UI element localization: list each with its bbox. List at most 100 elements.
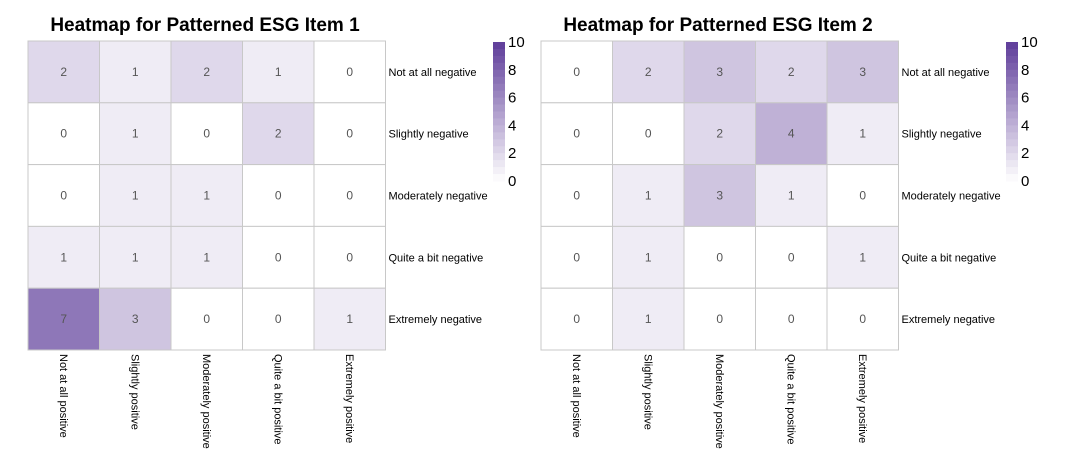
cell-value-label: 0 — [716, 312, 723, 326]
heatmap-cell-rect — [27, 40, 100, 104]
heatmap-cell-rect — [313, 164, 386, 227]
legend-swatch — [1006, 55, 1018, 64]
legend-swatch — [493, 132, 505, 140]
legend-swatch — [1006, 118, 1018, 126]
cell-value-label: 0 — [203, 312, 210, 326]
column-label: Not at all positive — [57, 354, 69, 438]
heatmap-cell-rect — [313, 102, 386, 166]
legend-tick-label: 4 — [1021, 117, 1029, 134]
legend-swatch — [493, 111, 505, 119]
column-label: Moderately positive — [713, 354, 725, 449]
heatmap-cell: 0 — [540, 225, 613, 289]
heatmap-cell: 0 — [755, 225, 828, 289]
legend-swatch — [493, 174, 505, 182]
heatmap-cell: 0 — [313, 225, 386, 289]
cell-value-label: 1 — [859, 250, 866, 264]
cell-value-label: 0 — [788, 312, 795, 326]
heatmap-cell: 2 — [170, 40, 243, 104]
heatmap-cell-rect — [755, 164, 828, 227]
heatmap-cell-rect — [826, 225, 899, 289]
cell-value-label: 1 — [132, 250, 139, 264]
legend-swatch — [493, 76, 505, 85]
legend-tick-label: 6 — [1021, 90, 1029, 107]
heatmap-cell: 1 — [612, 287, 685, 351]
heatmap-panel-1: Heatmap for Patterned ESG Item 12 1 2 1 00 1 0… — [27, 15, 525, 449]
heatmap-cell: 1 — [99, 40, 172, 104]
heatmap-cell: 0 — [170, 102, 243, 166]
legend-tick-label: 10 — [508, 34, 525, 51]
heatmap-cell-rect — [27, 102, 100, 166]
heatmap-cell: 0 — [612, 102, 685, 166]
cell-value-label: 0 — [346, 189, 353, 203]
legend-swatch — [1006, 69, 1018, 78]
heatmap-cell-rect — [313, 225, 386, 289]
heatmap-cell-rect — [170, 102, 243, 166]
legend-tick-label: 4 — [508, 117, 516, 134]
row-label: Moderately negative — [902, 191, 1001, 203]
cell-value-label: 0 — [859, 312, 866, 326]
heatmap-cell-rect — [170, 40, 243, 104]
cell-value-label: 3 — [716, 65, 723, 79]
heatmap-cell: 0 — [27, 164, 100, 227]
chart-title: Heatmap for Patterned ESG Item 2 — [563, 15, 872, 36]
heatmap-cell-rect — [612, 287, 685, 351]
cell-value-label: 0 — [573, 65, 580, 79]
cell-value-label: 0 — [346, 65, 353, 79]
heatmap-cell-rect — [27, 287, 100, 351]
legend-swatch — [1006, 153, 1018, 161]
heatmap-cell: 2 — [27, 40, 100, 104]
heatmap-cell: 7 — [27, 287, 100, 351]
cell-value-label: 2 — [645, 65, 652, 79]
heatmap-cell: 1 — [170, 225, 243, 289]
cell-value-label: 0 — [573, 312, 580, 326]
heatmap-cell: 0 — [242, 164, 315, 227]
heatmap-cell: 1 — [242, 40, 315, 104]
heatmap-cell: 0 — [170, 287, 243, 351]
cell-value-label: 0 — [275, 312, 282, 326]
column-label: Slightly positive — [128, 354, 140, 430]
heatmap-cell-rect — [27, 225, 100, 289]
cell-value-label: 2 — [60, 65, 67, 79]
heatmap-cell-rect — [540, 102, 613, 166]
heatmap-cell: 0 — [27, 102, 100, 166]
heatmap-cell-rect — [170, 225, 243, 289]
cell-value-label: 4 — [788, 127, 795, 141]
legend-swatch — [493, 160, 505, 168]
heatmap-cell: 0 — [540, 102, 613, 166]
legend-swatch — [1006, 42, 1018, 50]
heatmap-cell: 0 — [755, 287, 828, 351]
cell-value-label: 1 — [203, 189, 210, 203]
legend-swatch — [1006, 132, 1018, 140]
row-label: Slightly negative — [902, 129, 982, 141]
heatmap-cell-rect — [540, 164, 613, 227]
heatmap-cell-rect — [313, 287, 386, 351]
heatmap-cell: 1 — [826, 225, 899, 289]
legend-swatch — [493, 55, 505, 64]
legend-swatch — [493, 139, 505, 147]
legend-swatch — [1006, 90, 1018, 99]
column-label: Slightly positive — [641, 354, 653, 430]
cell-value-label: 1 — [346, 312, 353, 326]
cell-value-label: 2 — [275, 127, 282, 141]
legend-swatch — [493, 90, 505, 99]
legend-swatch — [1006, 125, 1018, 133]
legend-swatch — [493, 118, 505, 126]
heatmap-cell: 0 — [683, 287, 756, 351]
legend-swatch — [1006, 146, 1018, 154]
heatmap-cell: 0 — [313, 40, 386, 104]
heatmap-cell: 1 — [612, 164, 685, 227]
cell-value-label: 0 — [859, 189, 866, 203]
heatmap-cell: 3 — [683, 164, 756, 227]
legend-swatch — [1006, 83, 1018, 92]
legend-swatch — [1006, 104, 1018, 112]
cell-value-label: 0 — [573, 250, 580, 264]
row-label: Extremely negative — [902, 314, 996, 326]
legend-swatch — [1006, 76, 1018, 85]
heatmap-cell: 0 — [313, 164, 386, 227]
legend-tick-label: 10 — [1021, 34, 1038, 51]
heatmap-cell: 1 — [170, 164, 243, 227]
heatmap-cell: 1 — [99, 164, 172, 227]
row-label: Slightly negative — [389, 129, 469, 141]
heatmap-cell: 0 — [540, 164, 613, 227]
